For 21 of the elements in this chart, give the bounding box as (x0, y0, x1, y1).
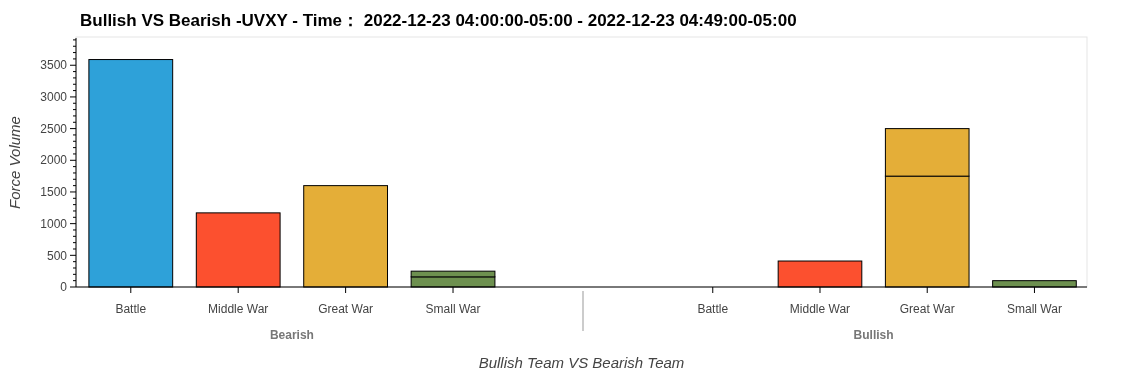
y-tick-label: 2000 (40, 153, 68, 168)
x-tick-label: Small War (1007, 302, 1062, 316)
x-tick-label: Battle (115, 302, 147, 316)
chart-title: Bullish VS Bearish -UVXY - Time： 2022-12-23 04:00:00-05:00 - 2022-12-23 04:49:00-05:00 (80, 11, 797, 30)
x-tick-label: Great War (899, 302, 955, 316)
y-tick-label: 3500 (40, 58, 68, 73)
x-tick-label: Great War (318, 302, 374, 316)
x-tick-label: Middle War (789, 302, 851, 316)
text: Bullish Team VS Bearish Team (478, 354, 685, 371)
y-tick-label: 1500 (40, 185, 68, 200)
y-tick-label: 1000 (40, 216, 68, 231)
y-tick-label: 500 (46, 248, 68, 263)
x-axis-title: Bullish (853, 328, 894, 342)
x-tick-label: Middle War (208, 302, 269, 316)
y-tick-label: 0 (60, 280, 68, 295)
x-tick-label: Small War (425, 302, 481, 316)
x-axis-title: Bearish (269, 328, 314, 342)
y-tick-label: 2500 (40, 121, 68, 136)
x-tick-label: Battle (697, 302, 729, 316)
y-axis-title: Force Volume (6, 116, 23, 209)
y-tick-label: 3000 (40, 90, 68, 105)
